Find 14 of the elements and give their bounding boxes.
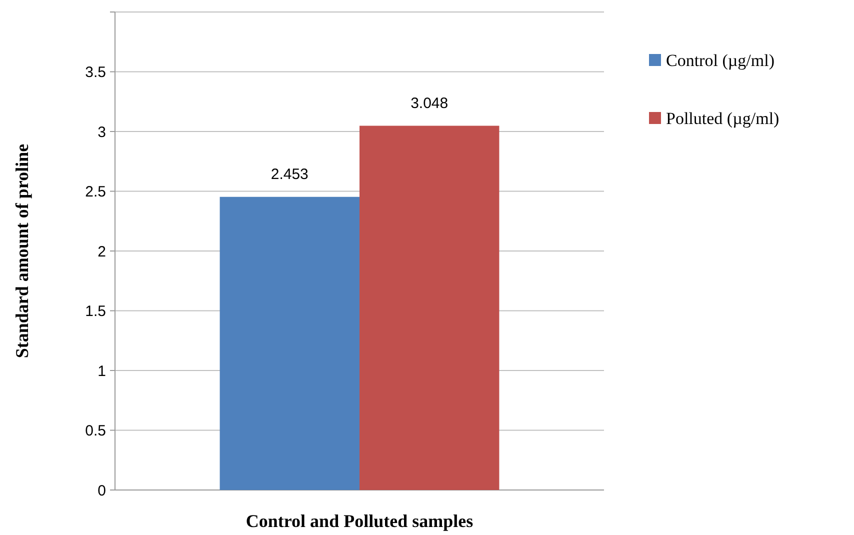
x-axis-title: Control and Polluted samples — [246, 511, 474, 531]
y-axis-title: Standard amount of proline — [12, 144, 32, 358]
y-tick-label: 1.5 — [85, 303, 106, 320]
data-label: 3.048 — [410, 94, 448, 112]
y-tick-label: 2.5 — [85, 184, 106, 200]
legend-label: Control (µg/ml) — [666, 50, 774, 70]
y-tick-label: 3 — [98, 124, 106, 141]
legend-label: Polluted (µg/ml) — [666, 108, 780, 128]
data-label: 2.453 — [270, 166, 308, 183]
y-tick-label: 0.5 — [85, 422, 106, 440]
y-tick-label: 3.5 — [85, 64, 106, 81]
y-tick-label: 0 — [98, 482, 106, 500]
y-tick-label: 2 — [98, 243, 106, 260]
y-tick-label: 1 — [98, 362, 106, 380]
